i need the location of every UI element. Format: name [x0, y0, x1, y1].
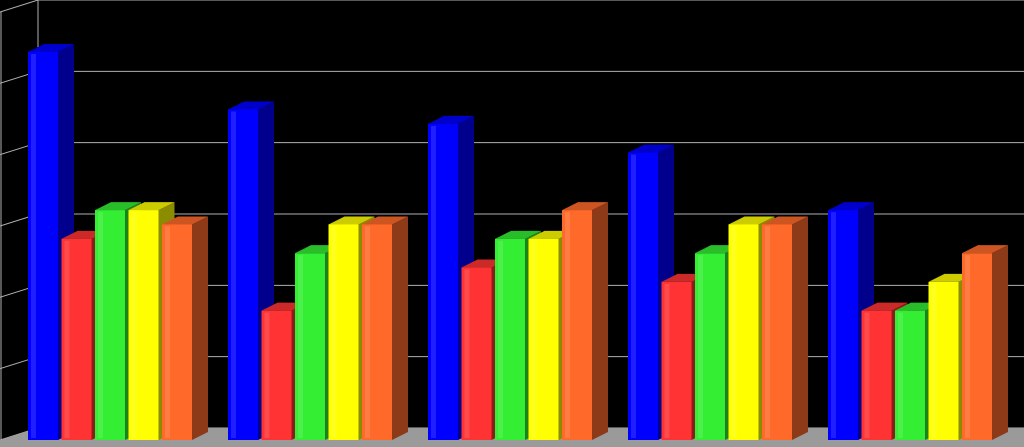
bar-highlight — [864, 312, 870, 438]
bar-top — [628, 144, 674, 153]
bar-side — [592, 202, 608, 440]
bar-top — [562, 202, 608, 211]
bar-front — [728, 224, 759, 440]
bar-front — [695, 253, 725, 440]
bar-front — [461, 267, 492, 440]
bar-front — [328, 224, 359, 440]
bar-front — [362, 224, 392, 440]
bar-top — [962, 245, 1008, 254]
bar-highlight — [931, 283, 937, 438]
bar-highlight — [765, 226, 770, 438]
bar-highlight — [565, 212, 570, 438]
bar-side — [992, 245, 1008, 440]
bar-highlight — [831, 212, 836, 438]
bar-top — [728, 216, 775, 225]
bar-top — [362, 216, 408, 225]
bar-highlight — [165, 226, 170, 438]
bar-front — [162, 224, 192, 440]
bar — [962, 245, 1008, 440]
bar-top — [762, 216, 808, 225]
bar-front — [95, 210, 125, 440]
bar-highlight — [431, 125, 436, 438]
bar-front — [228, 109, 258, 441]
bar-highlight — [365, 226, 370, 438]
bar-highlight — [298, 255, 303, 438]
bar-front — [528, 238, 559, 440]
bar-highlight — [98, 212, 103, 438]
bar-top — [495, 230, 541, 239]
bar — [562, 202, 608, 440]
bar-highlight — [31, 54, 36, 438]
bar-highlight — [264, 312, 270, 438]
bar-front — [661, 281, 692, 440]
bar-highlight — [731, 226, 737, 438]
bar-front — [261, 310, 292, 440]
bar-top — [95, 202, 141, 211]
bar-highlight — [965, 255, 970, 438]
bar — [162, 216, 208, 440]
bar-top — [328, 216, 375, 225]
bar-highlight — [631, 154, 636, 438]
bar-front — [762, 224, 792, 440]
bar-highlight — [698, 255, 703, 438]
bar-front — [928, 281, 959, 440]
bar-top — [28, 44, 74, 52]
bar-highlight — [664, 283, 670, 438]
bar-top — [128, 202, 175, 211]
bar-front — [295, 253, 325, 440]
bar-top — [162, 216, 208, 225]
bar-front — [962, 253, 992, 440]
bar-front — [28, 52, 58, 440]
bar-front — [128, 210, 159, 440]
bar-highlight — [498, 240, 503, 438]
bar-top — [428, 115, 474, 124]
bar-highlight — [531, 240, 537, 438]
bar-highlight — [131, 212, 137, 438]
bar-front — [61, 238, 92, 440]
bar — [762, 216, 808, 440]
bar-top — [861, 302, 908, 311]
bar-highlight — [331, 226, 337, 438]
bar-side — [792, 216, 808, 440]
bar-front — [428, 123, 458, 440]
bar-front — [895, 310, 925, 440]
side-gridline — [0, 0, 39, 13]
bar-top — [828, 202, 874, 211]
bar-side — [392, 216, 408, 440]
bar-front — [861, 310, 892, 440]
bar — [362, 216, 408, 440]
bar-side — [192, 216, 208, 440]
bar-front — [495, 238, 525, 440]
bar-front — [562, 210, 592, 440]
bar-highlight — [64, 240, 70, 438]
bar-front — [628, 152, 658, 440]
bar-highlight — [231, 111, 236, 439]
bar-highlight — [898, 312, 903, 438]
bar-top — [228, 101, 274, 110]
bar-highlight — [464, 269, 470, 438]
bar-front — [828, 210, 858, 440]
bar-series — [28, 44, 1008, 441]
